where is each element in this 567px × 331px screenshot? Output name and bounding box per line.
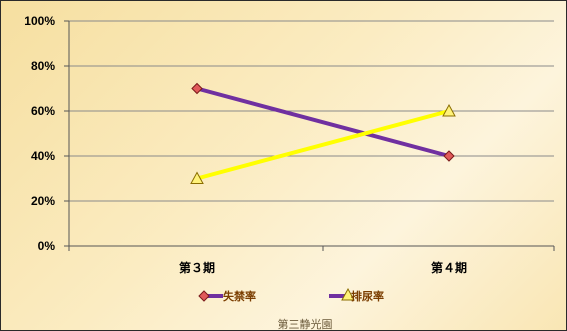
gridlines (69, 20, 554, 247)
y-tick-label: 80% (31, 59, 55, 73)
y-tick-label: 40% (31, 149, 55, 163)
x-category-label: 第３期 (179, 260, 215, 275)
y-tick-label: 20% (31, 194, 55, 208)
data-point-triangle (190, 171, 204, 184)
series-line (195, 86, 451, 158)
series-lines (190, 82, 456, 184)
y-axis-ticks: 0% 20% 40% 60% 80% 100% (24, 14, 69, 253)
y-tick-label: 100% (24, 14, 55, 28)
data-point-diamond (198, 290, 210, 302)
data-point-triangle (341, 287, 355, 301)
y-tick-label: 0% (38, 239, 56, 253)
chart-caption: 第三静光園 (278, 317, 333, 330)
y-tick-label: 60% (31, 104, 55, 118)
legend-label: 排尿率 (351, 289, 384, 303)
x-axis-categories: 第３期 第４期 (179, 260, 467, 275)
series-line (195, 109, 451, 181)
data-point-diamond (443, 150, 455, 162)
axes (68, 21, 555, 251)
legend-label: 失禁率 (223, 289, 256, 303)
x-category-label: 第４期 (431, 260, 467, 275)
legend: 失禁率 排尿率 (198, 287, 384, 303)
data-point-diamond (191, 82, 203, 95)
data-point-triangle (442, 103, 456, 117)
